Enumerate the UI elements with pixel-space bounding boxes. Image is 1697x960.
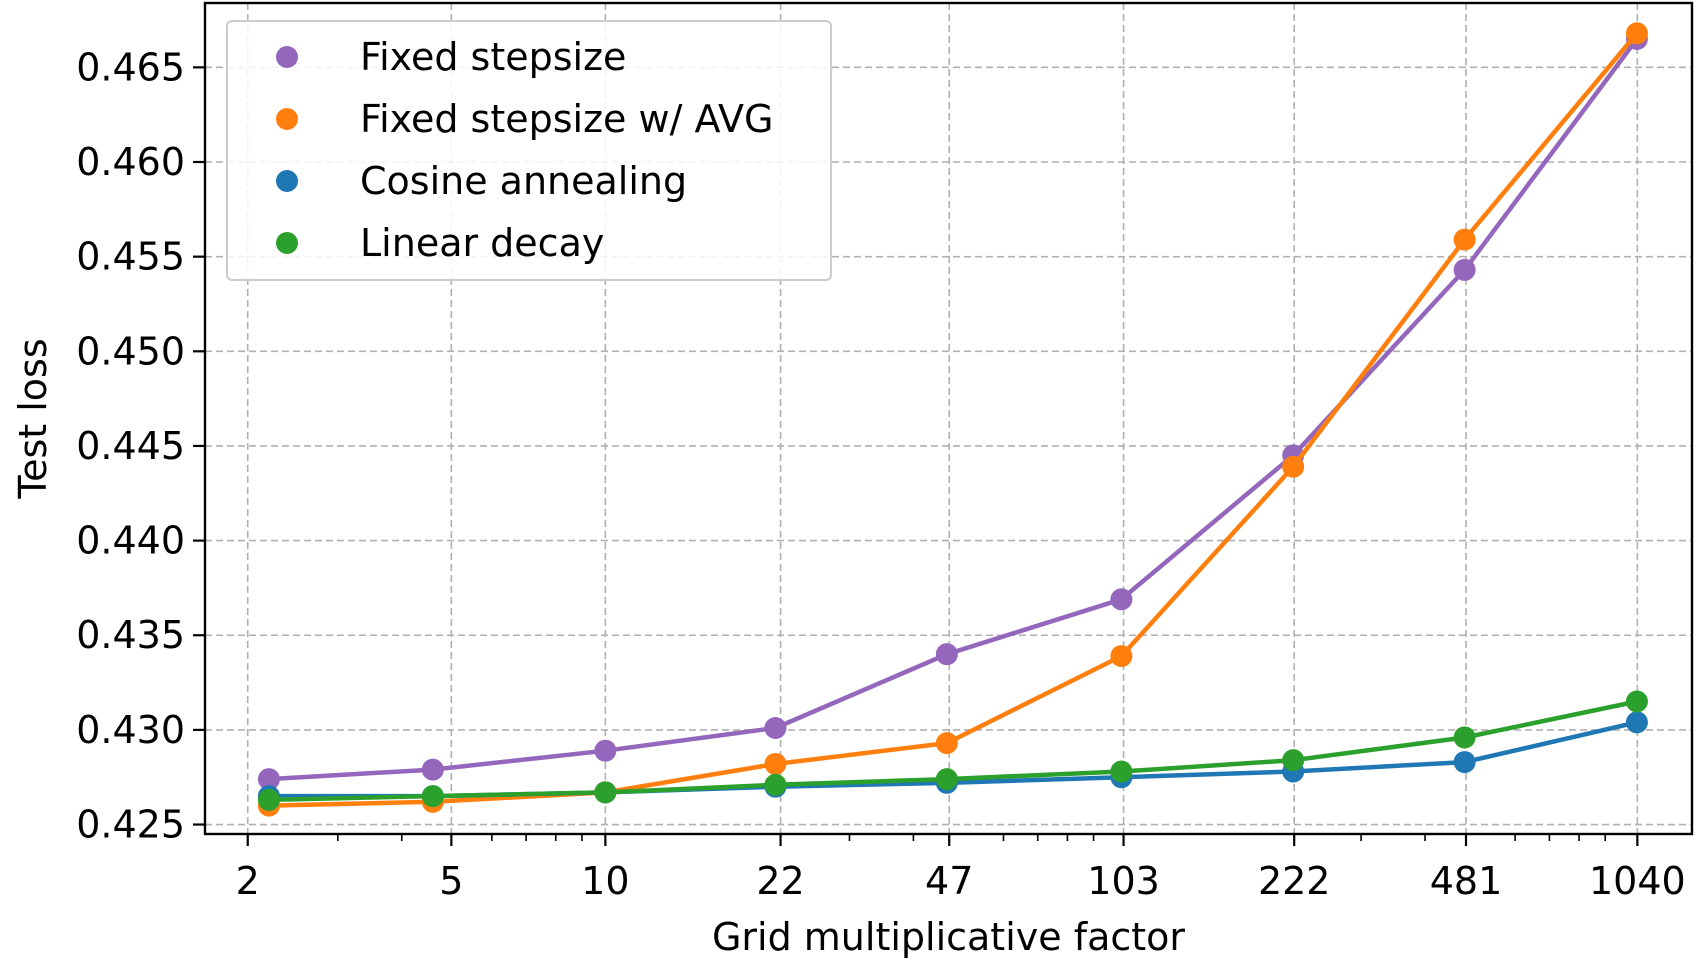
legend-label: Fixed stepsize [360, 35, 626, 79]
legend-label: Cosine annealing [360, 159, 687, 203]
x-tick-label: 47 [925, 859, 973, 903]
data-point [257, 788, 280, 811]
data-point [1282, 749, 1305, 772]
series-linear-decay [257, 690, 1648, 811]
legend-marker [276, 108, 298, 130]
x-tick-label: 22 [756, 859, 804, 903]
data-point [764, 773, 787, 796]
data-point [1625, 22, 1648, 45]
data-point [1453, 228, 1476, 251]
data-point [1453, 258, 1476, 281]
y-tick-label: 0.435 [76, 613, 185, 657]
legend-marker [276, 170, 298, 192]
data-point [594, 739, 617, 762]
y-tick-label: 0.455 [76, 235, 185, 279]
data-point [1110, 645, 1133, 668]
data-point [1453, 751, 1476, 774]
data-point [935, 768, 958, 791]
x-tick-label: 1040 [1589, 859, 1686, 903]
legend-marker [276, 232, 298, 254]
y-tick-label: 0.430 [76, 708, 185, 752]
legend-label: Linear decay [360, 221, 604, 265]
y-tick-label: 0.425 [76, 803, 185, 847]
data-point [1625, 690, 1648, 713]
legend-label: Fixed stepsize w/ AVG [360, 97, 773, 141]
plot-frame [203, 1, 1694, 836]
y-axis-ticks: 0.425 0.430 0.435 0.440 0.445 0.450 0.455 0.460… [76, 45, 205, 847]
y-tick-label: 0.445 [76, 424, 185, 468]
x-axis-ticks: 2 5 10 22 47 103 222 481 1040 [236, 834, 1686, 903]
y-tick-label: 0.460 [76, 140, 185, 184]
legend-marker [276, 46, 298, 68]
data-point [421, 785, 444, 808]
data-point [935, 732, 958, 755]
data-point [1282, 455, 1305, 478]
x-axis-title: Grid multiplicative factor [712, 915, 1185, 959]
x-tick-label: 103 [1087, 859, 1160, 903]
y-tick-label: 0.465 [76, 45, 185, 89]
x-tick-label: 10 [581, 859, 629, 903]
x-tick-label: 5 [439, 859, 463, 903]
data-point [1110, 588, 1133, 611]
data-point [764, 752, 787, 775]
series-cosine-annealing [257, 711, 1648, 808]
y-axis-title: Test loss [11, 338, 55, 499]
data-point [1110, 760, 1133, 783]
y-tick-label: 0.450 [76, 329, 185, 373]
legend: Fixed stepsize Fixed stepsize w/ AVG Cosin… [226, 20, 832, 281]
data-point [421, 758, 444, 781]
x-tick-label: 222 [1258, 859, 1331, 903]
data-point [764, 716, 787, 739]
x-tick-label: 2 [236, 859, 260, 903]
y-tick-label: 0.440 [76, 519, 185, 563]
data-point [257, 768, 280, 791]
data-point [594, 781, 617, 804]
legend-box [226, 20, 832, 281]
data-point [1453, 726, 1476, 749]
series-group [257, 22, 1648, 817]
x-tick-label: 481 [1430, 859, 1503, 903]
data-point [935, 643, 958, 666]
data-point [1625, 711, 1648, 734]
